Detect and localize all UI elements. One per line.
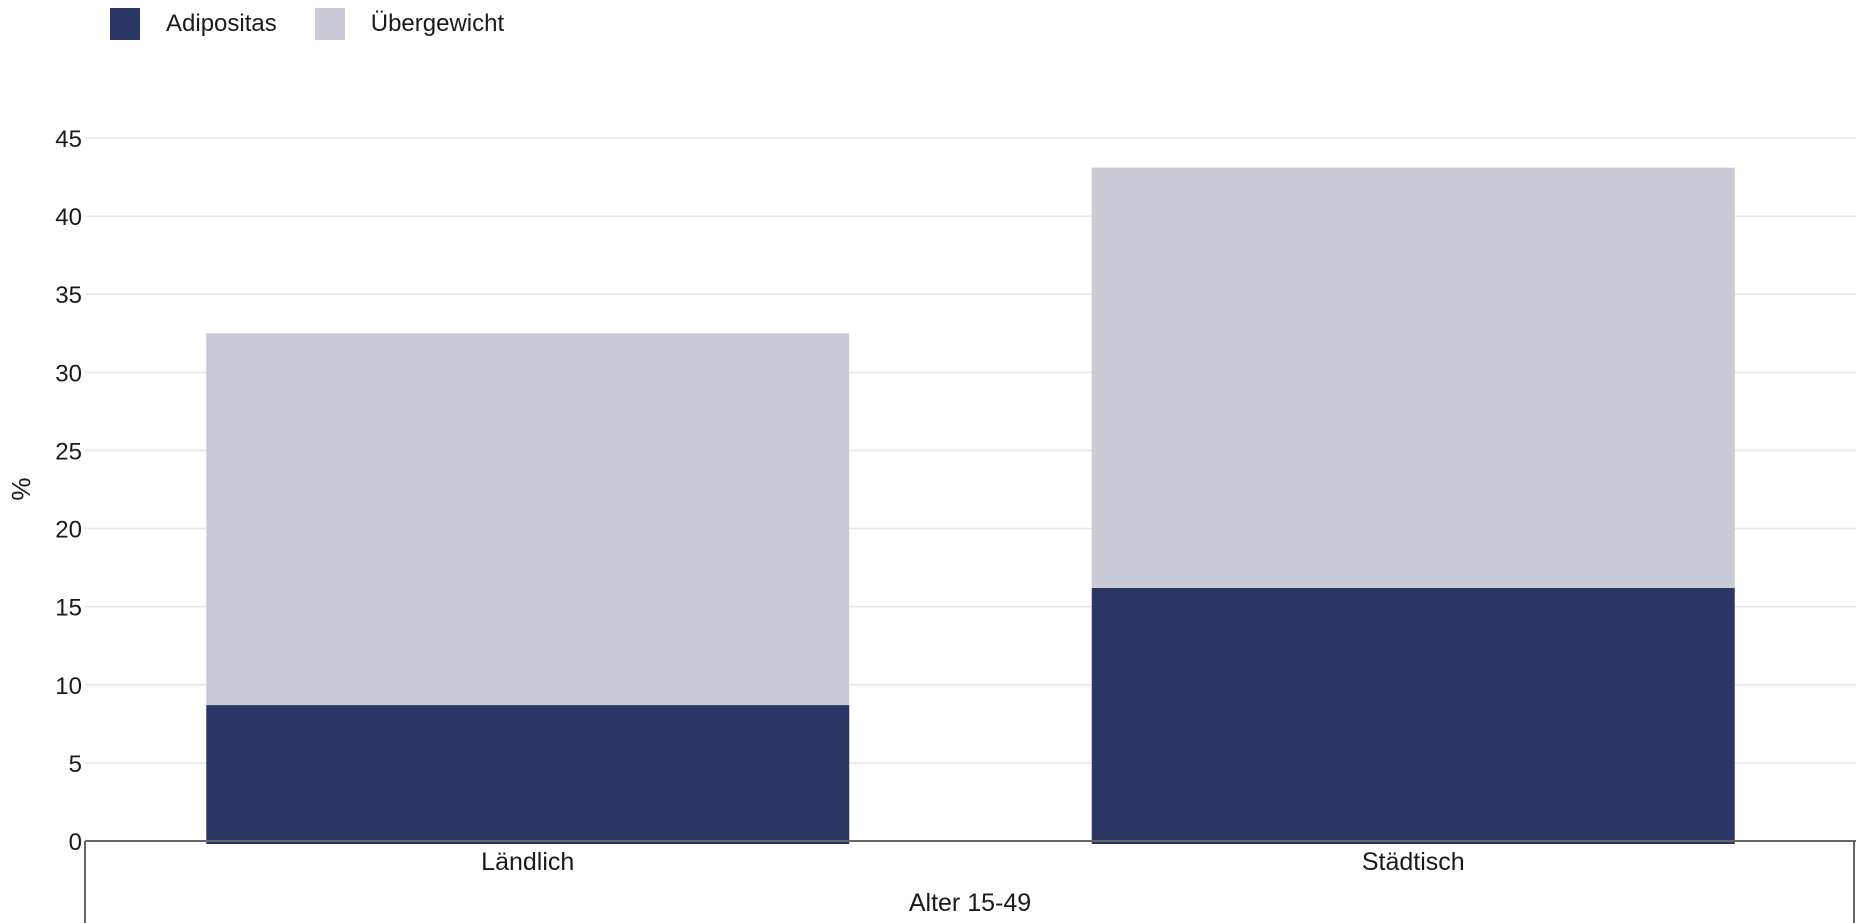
y-tick-label-45: 45: [55, 126, 82, 153]
legend-label-uebergewicht: Übergewicht: [370, 10, 505, 37]
y-tick-label-30: 30: [55, 360, 82, 387]
y-tick-label-15: 15: [55, 595, 82, 622]
y-tick-label-0: 0: [69, 829, 82, 856]
bar-adipositas-l-ndlich: [206, 705, 850, 844]
x-tick-label-0: Ländlich: [481, 848, 574, 876]
legend-item-adipositas[interactable]: Adipositas: [110, 8, 277, 40]
x-tick-label-1: Städtisch: [1362, 848, 1465, 876]
y-tick-label-40: 40: [55, 204, 82, 231]
y-tick-label-10: 10: [55, 673, 82, 700]
bar-adipositas-st-dtisch: [1091, 587, 1735, 844]
y-tick-label-20: 20: [55, 517, 82, 544]
y-tick-label-25: 25: [55, 438, 82, 465]
legend-swatch-uebergewicht: [314, 8, 345, 40]
x-group-label: Alter 15-49: [909, 889, 1031, 917]
bars: [206, 167, 1735, 844]
y-axis-label: %: [6, 477, 36, 500]
legend-swatch-adipositas: [110, 8, 140, 40]
bar--bergewicht-st-dtisch: [1091, 167, 1735, 588]
axes: [84, 840, 1856, 923]
tick-labels: 0 5 10 15 20 25 30 35 40 45% Ländlich Städtisch Alte…: [6, 126, 1465, 917]
legend-item-uebergewicht[interactable]: Übergewicht: [314, 8, 505, 40]
y-tick-label-35: 35: [55, 282, 82, 309]
y-tick-label-5: 5: [69, 751, 82, 778]
legend: Adipositas Übergewicht: [110, 8, 504, 40]
bar--bergewicht-l-ndlich: [206, 333, 850, 706]
legend-label-adipositas: Adipositas: [166, 10, 277, 37]
